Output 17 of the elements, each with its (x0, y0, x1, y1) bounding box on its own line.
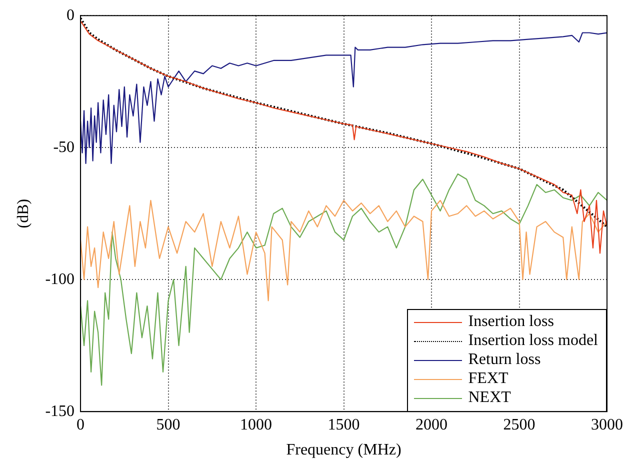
y-tick-label: -150 (45, 402, 75, 420)
x-axis-title: Frequency (MHz) (286, 442, 402, 459)
y-tick-label: 0 (66, 6, 75, 24)
legend-label: Return loss (468, 351, 541, 370)
x-tick-label: 3000 (591, 416, 623, 434)
legend-label: Insertion loss (468, 313, 554, 332)
x-tick-label: 1500 (328, 416, 360, 434)
x-tick-label: 2000 (416, 416, 448, 434)
legend-label: Insertion loss model (468, 332, 598, 350)
legend-label: NEXT (468, 389, 511, 408)
y-tick-label: -50 (53, 138, 75, 156)
y-axis-title: (dB) (14, 198, 32, 228)
y-tick-label: -100 (45, 270, 75, 288)
x-tick-label: 2500 (503, 416, 536, 434)
legend-label: FEXT (468, 370, 508, 388)
x-tick-label: 500 (156, 416, 180, 434)
x-tick-label: 1000 (240, 416, 272, 434)
